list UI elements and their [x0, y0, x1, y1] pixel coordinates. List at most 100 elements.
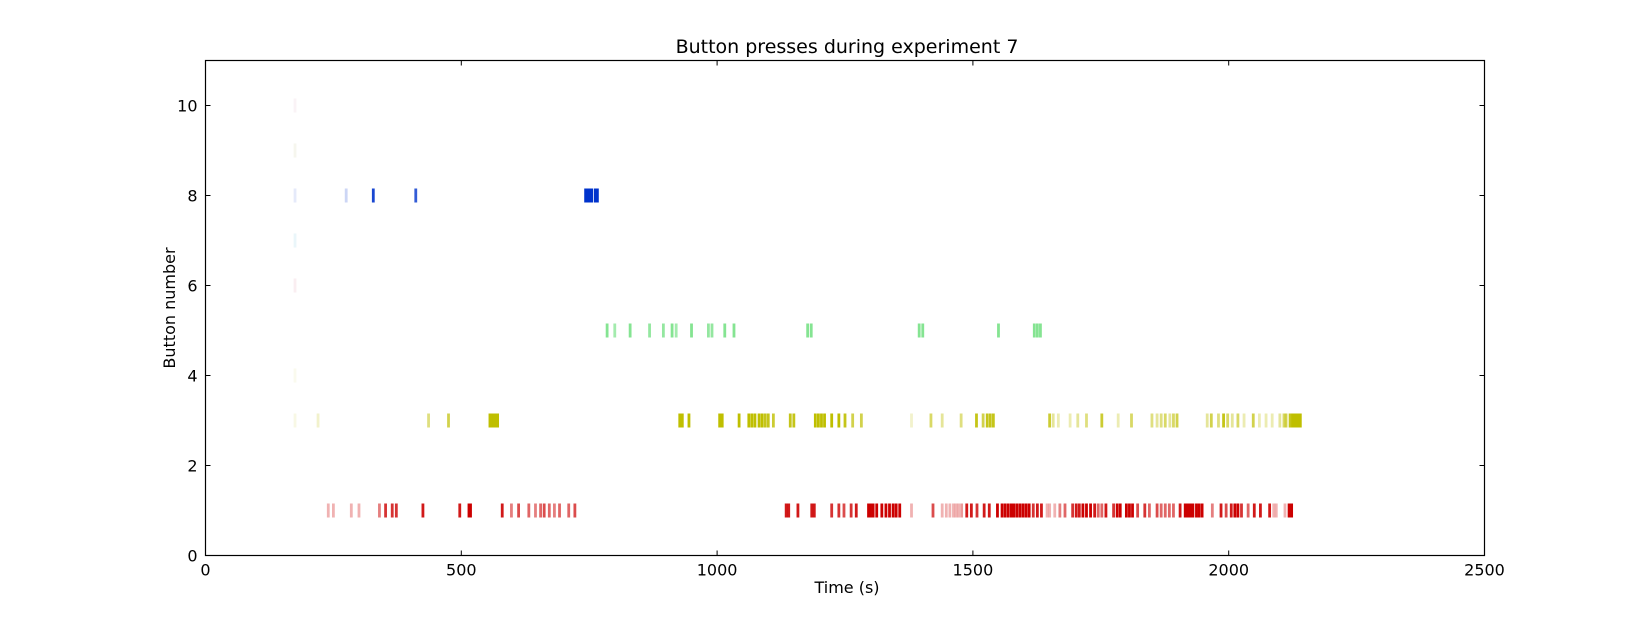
y-tick-label: 0 — [187, 547, 197, 566]
press-mark — [851, 413, 855, 428]
press-mark — [991, 413, 995, 428]
press-mark — [394, 503, 398, 518]
press-mark — [293, 413, 297, 428]
press-mark — [940, 413, 944, 428]
press-mark — [1217, 413, 1220, 428]
press-mark — [1175, 413, 1179, 428]
press-mark — [1155, 503, 1159, 518]
press-mark — [1012, 503, 1016, 518]
press-mark — [573, 503, 577, 518]
press-mark — [792, 413, 796, 428]
press-mark — [1229, 503, 1233, 518]
series-button-5 — [605, 323, 1042, 338]
press-mark — [1186, 503, 1190, 518]
press-mark — [1100, 503, 1104, 518]
press-mark — [975, 413, 978, 428]
press-mark — [975, 503, 979, 518]
press-mark — [948, 503, 952, 518]
press-mark — [1112, 503, 1115, 518]
press-mark — [1015, 503, 1019, 518]
press-mark — [757, 413, 761, 428]
press-mark — [510, 503, 513, 518]
press-mark — [1209, 413, 1213, 428]
press-mark — [1027, 503, 1031, 518]
press-mark — [1183, 503, 1187, 518]
press-mark — [1136, 503, 1140, 518]
press-mark — [293, 188, 297, 203]
press-mark — [1172, 503, 1175, 518]
press-mark — [1118, 503, 1122, 518]
press-mark — [1268, 503, 1272, 518]
press-mark — [1200, 503, 1204, 518]
press-mark — [737, 413, 741, 428]
press-mark — [414, 188, 418, 203]
press-mark — [316, 413, 320, 428]
press-mark — [1018, 503, 1022, 518]
press-mark — [1096, 503, 1100, 518]
press-mark — [823, 413, 826, 428]
press-mark — [813, 413, 817, 428]
press-mark — [1053, 503, 1057, 518]
y-tick-label: 6 — [187, 277, 197, 296]
press-mark — [965, 503, 969, 518]
press-mark — [467, 503, 471, 518]
press-mark — [492, 413, 495, 428]
press-mark — [427, 413, 430, 428]
press-mark — [1035, 323, 1039, 338]
press-mark — [871, 503, 875, 518]
press-mark — [796, 503, 800, 518]
press-mark — [810, 503, 814, 518]
press-mark — [293, 233, 297, 248]
x-axis-label: Time (s) — [813, 578, 879, 597]
press-mark — [784, 503, 788, 518]
press-mark — [1242, 413, 1246, 428]
series-button-10 — [293, 98, 297, 113]
press-mark — [1155, 413, 1159, 428]
press-mark — [1115, 503, 1119, 518]
y-tick-label: 8 — [187, 187, 197, 206]
press-mark — [293, 143, 297, 158]
press-mark — [1159, 413, 1163, 428]
press-mark — [1093, 503, 1097, 518]
press-mark — [867, 503, 870, 518]
press-mark — [542, 503, 546, 518]
press-mark — [1195, 503, 1198, 518]
press-mark — [1076, 413, 1080, 428]
press-mark — [1168, 413, 1172, 428]
press-mark — [1148, 503, 1151, 518]
press-mark — [842, 503, 846, 518]
press-mark — [1009, 503, 1013, 518]
press-mark — [952, 503, 955, 518]
series-button-6 — [293, 278, 297, 293]
press-mark — [384, 503, 387, 518]
press-mark — [613, 323, 617, 338]
press-mark — [1068, 413, 1072, 428]
press-mark — [293, 278, 297, 293]
press-mark — [869, 503, 872, 518]
press-mark — [837, 503, 841, 518]
press-mark — [326, 503, 330, 518]
press-mark — [1178, 503, 1182, 518]
series-button-7 — [293, 233, 297, 248]
press-mark — [809, 323, 813, 338]
press-mark — [553, 503, 556, 518]
press-mark — [1236, 503, 1240, 518]
press-mark — [1051, 413, 1055, 428]
press-mark — [1021, 503, 1025, 518]
press-mark — [1130, 413, 1133, 428]
press-mark — [830, 413, 834, 428]
press-mark — [1116, 413, 1120, 428]
press-mark — [859, 413, 863, 428]
series-button-9 — [293, 143, 297, 158]
press-mark — [421, 503, 425, 518]
plot-frame — [204, 59, 1486, 557]
press-mark — [969, 503, 973, 518]
press-mark — [547, 503, 551, 518]
press-mark — [723, 323, 727, 338]
press-mark — [1287, 503, 1291, 518]
press-mark — [766, 413, 770, 428]
press-mark — [987, 503, 991, 518]
press-mark — [593, 188, 597, 203]
